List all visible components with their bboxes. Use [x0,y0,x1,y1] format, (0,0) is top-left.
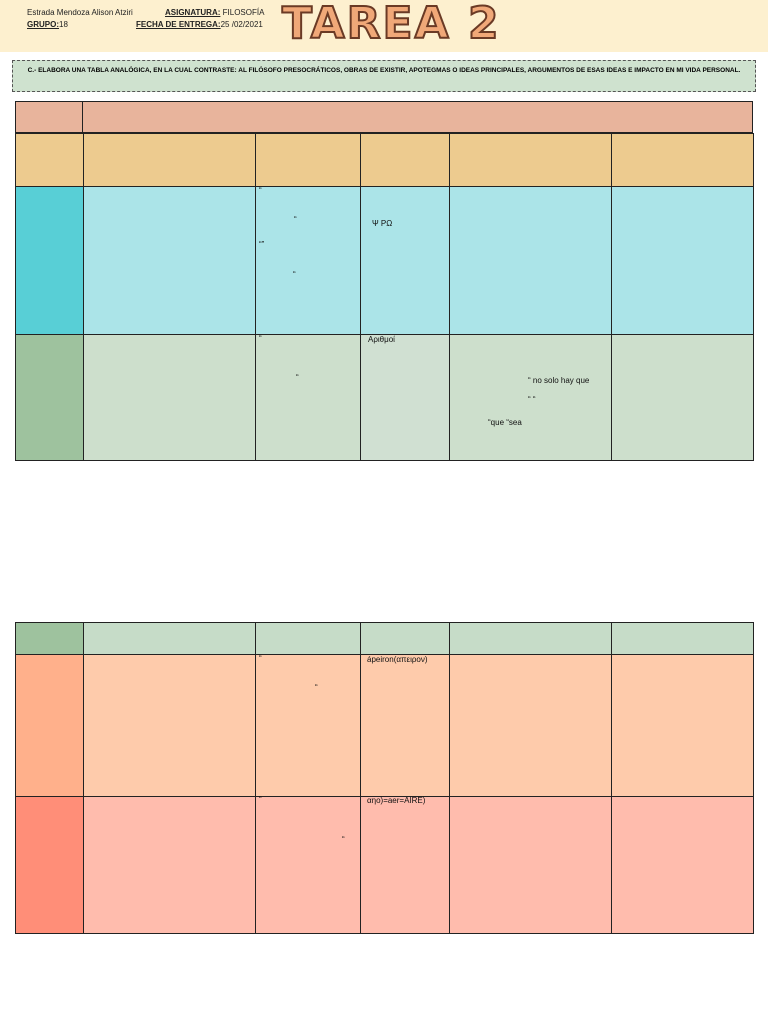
table-cell [255,796,361,934]
table-cell [360,796,450,934]
cell-text: “ “ [528,395,536,404]
group: GRUPO:18 [27,20,68,29]
table-cell [611,622,754,655]
table-cell [15,796,84,934]
cell-text: “” [259,240,265,249]
table-cell [611,654,754,797]
subject-value: FILOSOFÍA [222,8,265,17]
table-cell [83,186,256,335]
header: Estrada Mendoza Alison Atziri GRUPO:18 A… [0,0,768,52]
table-cell [611,133,754,187]
table-cell [449,334,612,461]
title: TAREA 2 [281,0,501,50]
table-cell [255,186,361,335]
date-value: 25 /02/2021 [220,20,263,29]
table-cell [15,654,84,797]
table-cell [611,186,754,335]
table-cell [15,133,84,187]
cell-text: “ [259,334,262,343]
group-value: 18 [59,20,68,29]
cell-text: “ [259,186,262,195]
table-cell [360,133,450,187]
table-cell [611,796,754,934]
cell-text: “ [259,795,262,804]
table-cell [83,133,256,187]
header-cell [15,101,83,133]
cell-text: “ [315,683,318,692]
table-cell [449,796,612,934]
table-cell [83,334,256,461]
table-cell [83,796,256,934]
table-cell [449,133,612,187]
cell-text: “ [342,835,345,844]
table-cell [449,654,612,797]
subject: ASIGNATURA: FILOSOFÍA [165,8,264,17]
cell-text: ápeiron(απειρον) [367,655,428,664]
table-cell [360,186,450,335]
cell-text: “ no solo hay que [528,376,590,385]
table-cell [449,186,612,335]
table-cell [360,654,450,797]
table-cell [360,622,450,655]
instruction: C.- ELABORA UNA TABLA ANALÓGICA, EN LA C… [12,60,756,92]
table-cell [255,133,361,187]
table-cell [449,622,612,655]
date-label: FECHA DE ENTREGA: [136,20,221,29]
cell-text: “ [259,654,262,663]
header-cell [15,101,753,133]
table-cell [83,622,256,655]
table-cell [611,334,754,461]
table-cell [15,622,84,655]
cell-text: “ [293,270,296,279]
group-label: GRUPO: [27,20,59,29]
cell-text: Αριθμοί [368,335,395,344]
cell-text: Ψ PΩ [372,219,393,228]
cell-text: αηο)=aer=AIRE) [367,796,426,805]
date: FECHA DE ENTREGA:25 /02/2021 [136,20,263,29]
table-cell [255,334,361,461]
table-cell [360,334,450,461]
subject-label: ASIGNATURA: [165,8,221,17]
cell-text: “ [294,215,297,224]
cell-text: “que “sea [488,418,522,427]
table-cell [255,622,361,655]
table-cell [15,186,84,335]
table-cell [15,334,84,461]
student: Estrada Mendoza Alison Atziri [27,8,133,17]
table-cell [255,654,361,797]
cell-text: “ [296,373,299,382]
table-cell [83,654,256,797]
